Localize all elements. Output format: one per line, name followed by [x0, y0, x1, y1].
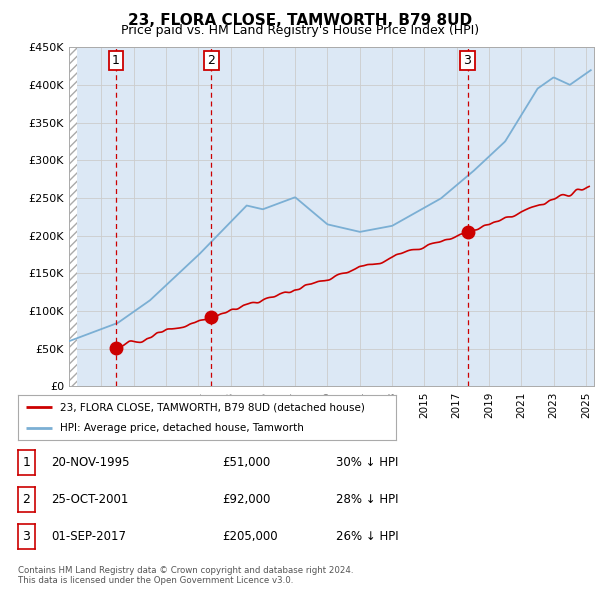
Text: 2: 2: [22, 493, 31, 506]
Text: Price paid vs. HM Land Registry's House Price Index (HPI): Price paid vs. HM Land Registry's House …: [121, 24, 479, 37]
Text: 28% ↓ HPI: 28% ↓ HPI: [336, 493, 398, 506]
Text: 26% ↓ HPI: 26% ↓ HPI: [336, 530, 398, 543]
Text: 01-SEP-2017: 01-SEP-2017: [51, 530, 126, 543]
Text: 23, FLORA CLOSE, TAMWORTH, B79 8UD: 23, FLORA CLOSE, TAMWORTH, B79 8UD: [128, 12, 472, 28]
Text: 23, FLORA CLOSE, TAMWORTH, B79 8UD (detached house): 23, FLORA CLOSE, TAMWORTH, B79 8UD (deta…: [59, 402, 364, 412]
Text: £51,000: £51,000: [222, 456, 270, 469]
Text: 1: 1: [112, 54, 120, 67]
Text: Contains HM Land Registry data © Crown copyright and database right 2024.
This d: Contains HM Land Registry data © Crown c…: [18, 566, 353, 585]
Text: £92,000: £92,000: [222, 493, 271, 506]
Text: HPI: Average price, detached house, Tamworth: HPI: Average price, detached house, Tamw…: [59, 422, 304, 432]
Text: 25-OCT-2001: 25-OCT-2001: [51, 493, 128, 506]
Text: 3: 3: [22, 530, 31, 543]
Text: 1: 1: [22, 456, 31, 469]
Text: £205,000: £205,000: [222, 530, 278, 543]
Text: 3: 3: [464, 54, 472, 67]
Text: 30% ↓ HPI: 30% ↓ HPI: [336, 456, 398, 469]
Text: 20-NOV-1995: 20-NOV-1995: [51, 456, 130, 469]
Text: 2: 2: [208, 54, 215, 67]
Bar: [69, 47, 77, 386]
